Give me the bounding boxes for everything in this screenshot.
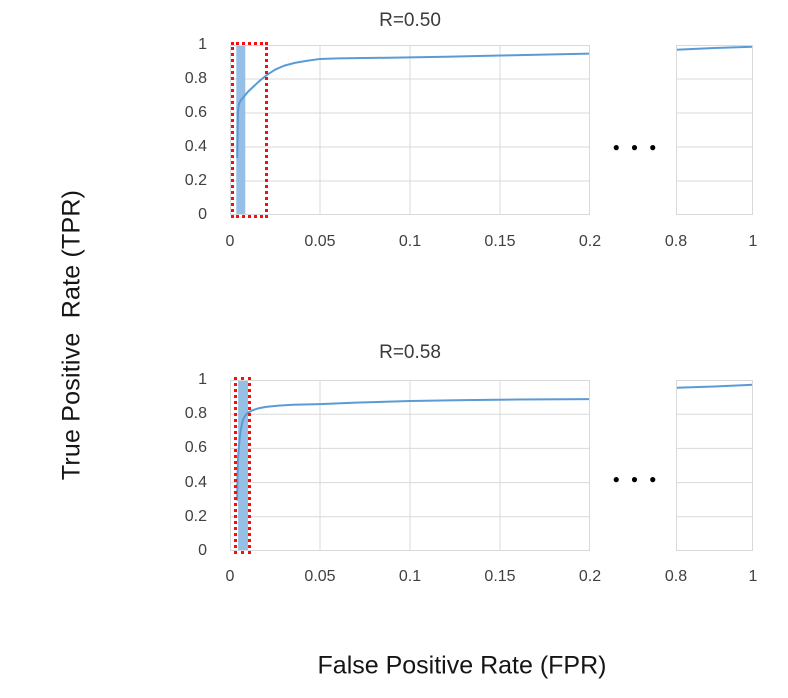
x-tick-label: 0 — [225, 233, 235, 250]
y-tick-label: 1 — [198, 36, 207, 53]
y-tick-label: 0.6 — [184, 439, 207, 457]
roc-curve-tail — [676, 383, 753, 389]
main-plot-area — [230, 45, 590, 215]
highlight-band — [236, 45, 246, 215]
y-tick-label: 0.6 — [184, 104, 207, 121]
plot-border — [230, 380, 590, 551]
x-tick-label: 1 — [748, 233, 758, 250]
x-tick-label: 1 — [748, 568, 758, 585]
x-tick-label: 0.8 — [664, 233, 688, 250]
axis-break-ellipsis: ●●● — [612, 472, 668, 486]
main-plot-area — [230, 380, 590, 551]
roc-curve — [236, 398, 590, 501]
x-tick-label: 0.1 — [398, 568, 422, 585]
x-tick-label: 0 — [225, 568, 235, 585]
y-tick-label: 0.4 — [184, 138, 207, 155]
y-tick-label: 1 — [198, 371, 207, 388]
mini-plot-area — [676, 380, 753, 551]
y-tick-label: 0.2 — [184, 172, 207, 189]
x-tick-label: 0.1 — [398, 233, 422, 250]
y-tick-label: 0.2 — [184, 507, 207, 525]
x-axis-label: False Positive Rate (FPR) — [317, 651, 607, 680]
mini-plot-border — [676, 45, 753, 215]
highlight-dotted-rect — [234, 377, 251, 554]
mini-plot-area — [676, 45, 753, 215]
y-tick-label: 0.8 — [184, 70, 207, 87]
highlight-band — [238, 380, 248, 551]
x-tick-label: 0.05 — [304, 568, 336, 585]
highlight-dotted-rect — [231, 42, 268, 218]
roc-curve — [236, 52, 590, 159]
x-tick-label: 0.2 — [578, 233, 602, 250]
y-tick-label: 0.8 — [184, 405, 207, 423]
x-tick-label: 0.05 — [304, 233, 336, 250]
chart-title: R=0.50 — [379, 10, 441, 31]
x-tick-label: 0.2 — [578, 568, 602, 585]
x-tick-label: 0.15 — [484, 568, 516, 585]
mini-plot-border — [676, 380, 753, 551]
chart-title: R=0.58 — [379, 342, 441, 363]
y-tick-label: 0 — [198, 206, 207, 223]
x-tick-label: 0.15 — [484, 233, 516, 250]
plot-border — [230, 45, 590, 215]
axis-break-ellipsis: ●●● — [612, 140, 668, 154]
y-tick-label: 0 — [198, 542, 207, 559]
roc-curve-tail — [676, 45, 753, 51]
y-tick-label: 0.4 — [184, 473, 207, 491]
x-tick-label: 0.8 — [664, 568, 688, 585]
